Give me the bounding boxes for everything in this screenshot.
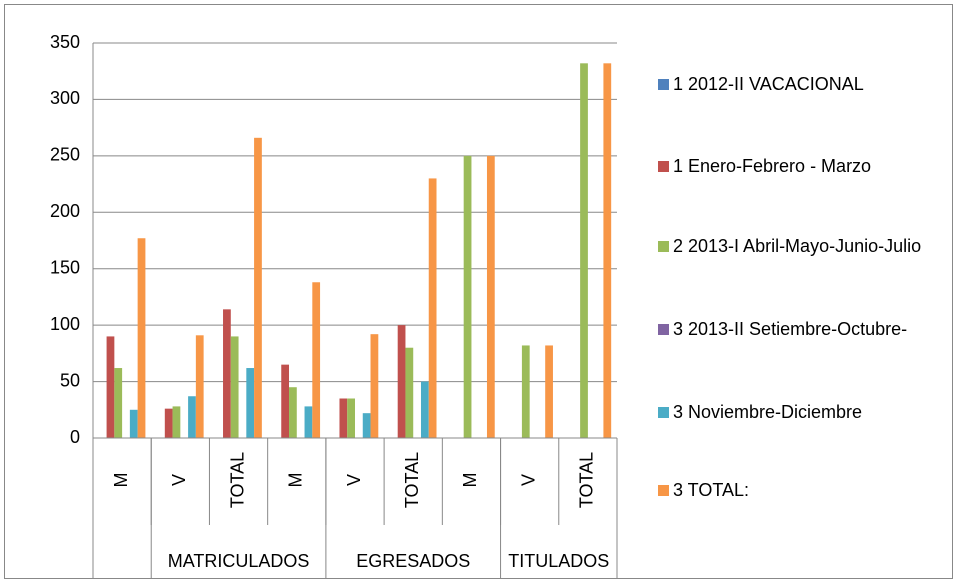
group-label: EGRESADOS: [356, 551, 470, 571]
y-tick-label: 300: [50, 88, 80, 108]
legend-swatch: [658, 324, 669, 335]
y-tick-label: 50: [60, 370, 80, 390]
bar: [397, 325, 406, 438]
legend-label: 2 2013-I Abril-Mayo-Junio-Julio: [673, 236, 922, 256]
bar: [281, 364, 290, 438]
x-tick-label: TOTAL: [227, 452, 247, 508]
y-tick-label: 250: [50, 145, 80, 165]
bar: [223, 309, 231, 438]
legend-label: 3 2013-II Setiembre-Octubre-: [673, 319, 908, 339]
legend-entry: 2 2013-I Abril-Mayo-Junio-Julio: [658, 230, 948, 262]
bar: [370, 334, 379, 438]
legend-label: 3 TOTAL:: [673, 480, 750, 500]
bar: [304, 406, 313, 438]
legend-label: 3 Noviembre-Diciembre: [673, 402, 863, 422]
bar: [463, 155, 472, 438]
legend-entry: 1 2012-II VACACIONAL: [658, 68, 948, 100]
x-tick-label: TOTAL: [402, 452, 422, 508]
y-tick-label: 350: [50, 32, 80, 52]
x-tick-label: V: [169, 474, 189, 486]
legend-swatch: [658, 241, 669, 252]
y-tick-label: 200: [50, 201, 80, 221]
legend-entry: 1 Enero-Febrero - Marzo: [658, 150, 948, 182]
legend-swatch: [658, 161, 669, 172]
bar: [129, 409, 138, 438]
y-tick-label: 100: [50, 314, 80, 334]
bar: [172, 406, 181, 438]
bar: [114, 368, 123, 438]
group-label: TITULADOS: [508, 551, 609, 571]
bar: [486, 155, 495, 438]
legend-entry: 3 Noviembre-Diciembre: [658, 396, 948, 428]
bar: [254, 137, 262, 439]
bar: [580, 63, 588, 439]
bar: [195, 335, 204, 438]
legend-entry: 3 2013-II Setiembre-Octubre-: [658, 313, 948, 345]
bar: [362, 413, 371, 438]
x-tick-label: V: [518, 474, 538, 486]
bar: [347, 398, 355, 438]
bar: [106, 336, 115, 438]
bar: [312, 282, 321, 438]
bar: [420, 381, 429, 438]
bar: [230, 336, 239, 438]
y-tick-label: 150: [50, 257, 80, 277]
bar: [545, 345, 553, 438]
legend-swatch: [658, 79, 669, 90]
y-tick-label: 0: [70, 427, 80, 447]
legend-swatch: [658, 407, 669, 418]
bar: [164, 408, 173, 438]
x-tick-label: M: [111, 473, 131, 488]
legend-label: 1 Enero-Febrero - Marzo: [673, 156, 872, 176]
bar: [603, 63, 612, 439]
bar: [428, 178, 437, 438]
legend-entry: 3 TOTAL:: [658, 474, 948, 506]
bar: [246, 368, 255, 438]
bar: [137, 238, 146, 438]
x-tick-label: M: [286, 473, 306, 488]
bar: [188, 396, 196, 438]
bar: [339, 398, 348, 438]
x-tick-label: M: [460, 473, 480, 488]
group-label: MATRICULADOS: [168, 551, 310, 571]
x-tick-label: V: [344, 474, 364, 486]
chart-border: [4, 4, 953, 579]
legend-label: 1 2012-II VACACIONAL: [673, 74, 864, 94]
bar: [521, 345, 530, 438]
bar: [289, 387, 297, 438]
x-tick-label: TOTAL: [577, 452, 597, 508]
legend-swatch: [658, 485, 669, 496]
bar: [405, 347, 414, 438]
